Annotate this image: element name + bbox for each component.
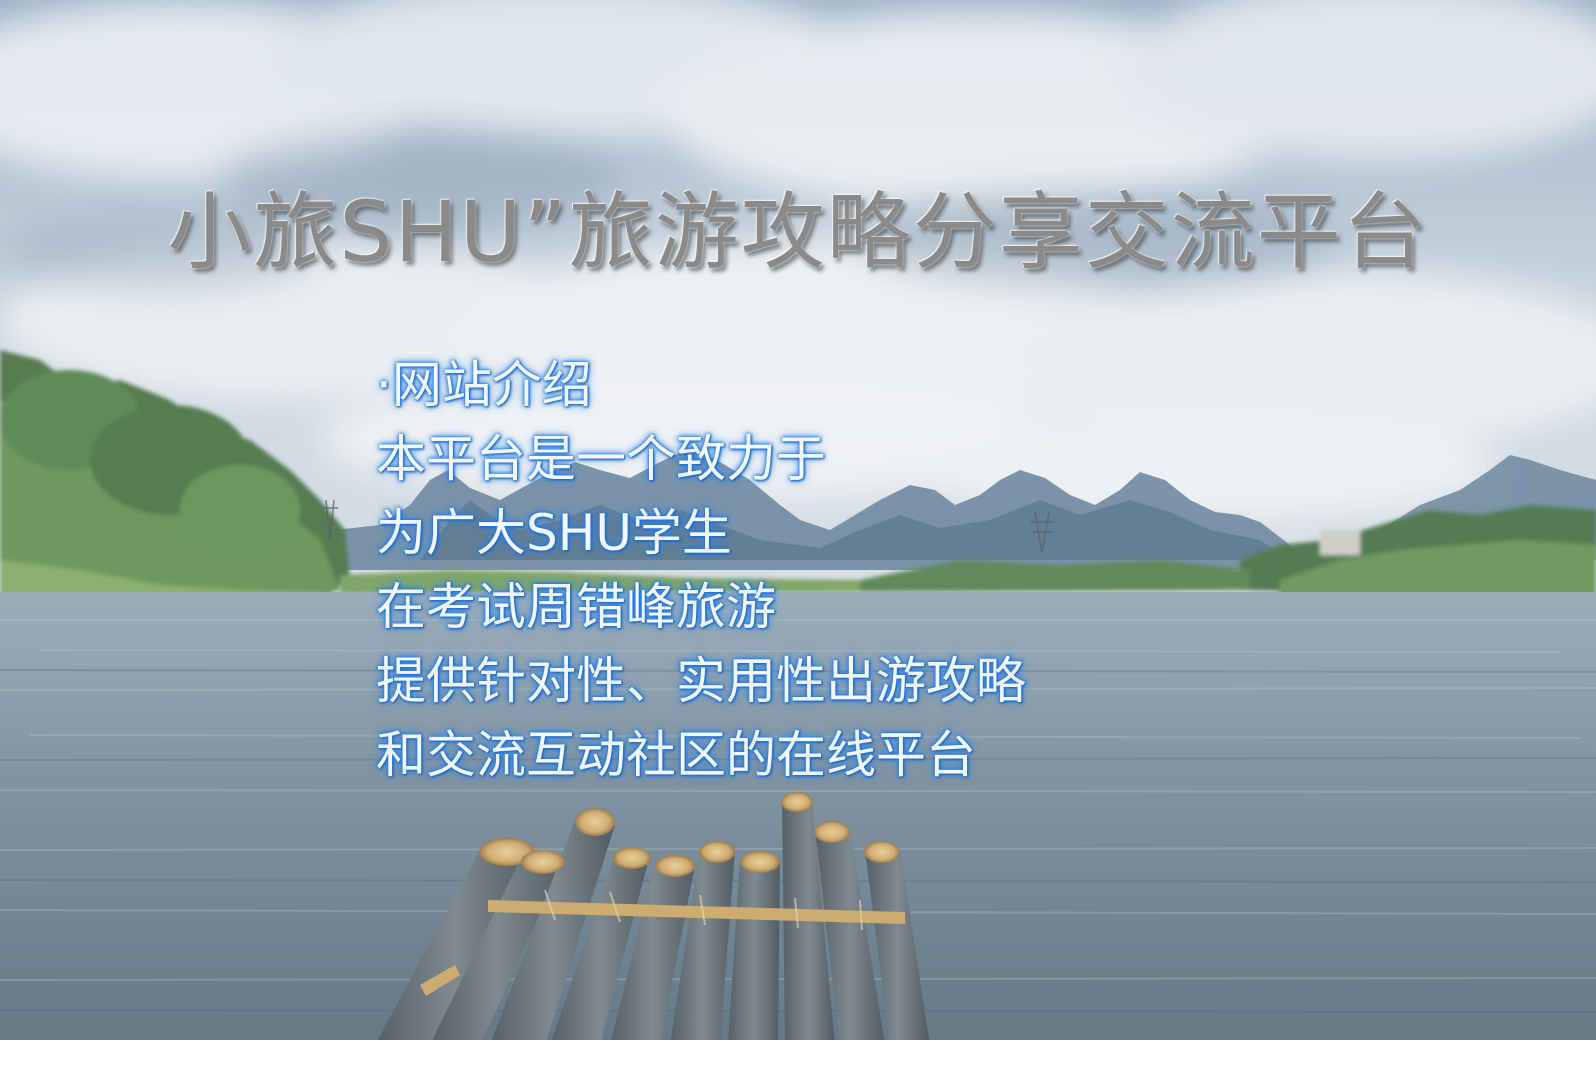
intro-line: 提供针对性、实用性出游攻略 — [376, 652, 1026, 710]
intro-line: 在考试周错峰旅游 — [376, 578, 776, 636]
intro-block: ·网站介绍 本平台是一个致力于 为广大SHU学生 在考试周错峰旅游 提供针对性、… — [376, 348, 1376, 792]
intro-heading: ·网站介绍 — [376, 356, 592, 414]
slide-bottom-margin — [0, 1040, 1596, 1066]
slide-title: 小旅SHU”旅游攻略分享交流平台 — [167, 183, 1429, 281]
intro-line: 和交流互动社区的在线平台 — [376, 726, 976, 784]
intro-line: 为广大SHU学生 — [376, 504, 732, 562]
intro-line: 本平台是一个致力于 — [376, 430, 826, 488]
